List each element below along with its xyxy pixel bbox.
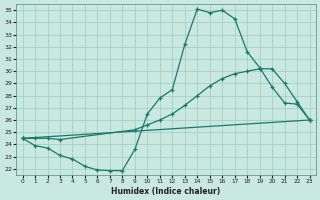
X-axis label: Humidex (Indice chaleur): Humidex (Indice chaleur)	[111, 187, 221, 196]
